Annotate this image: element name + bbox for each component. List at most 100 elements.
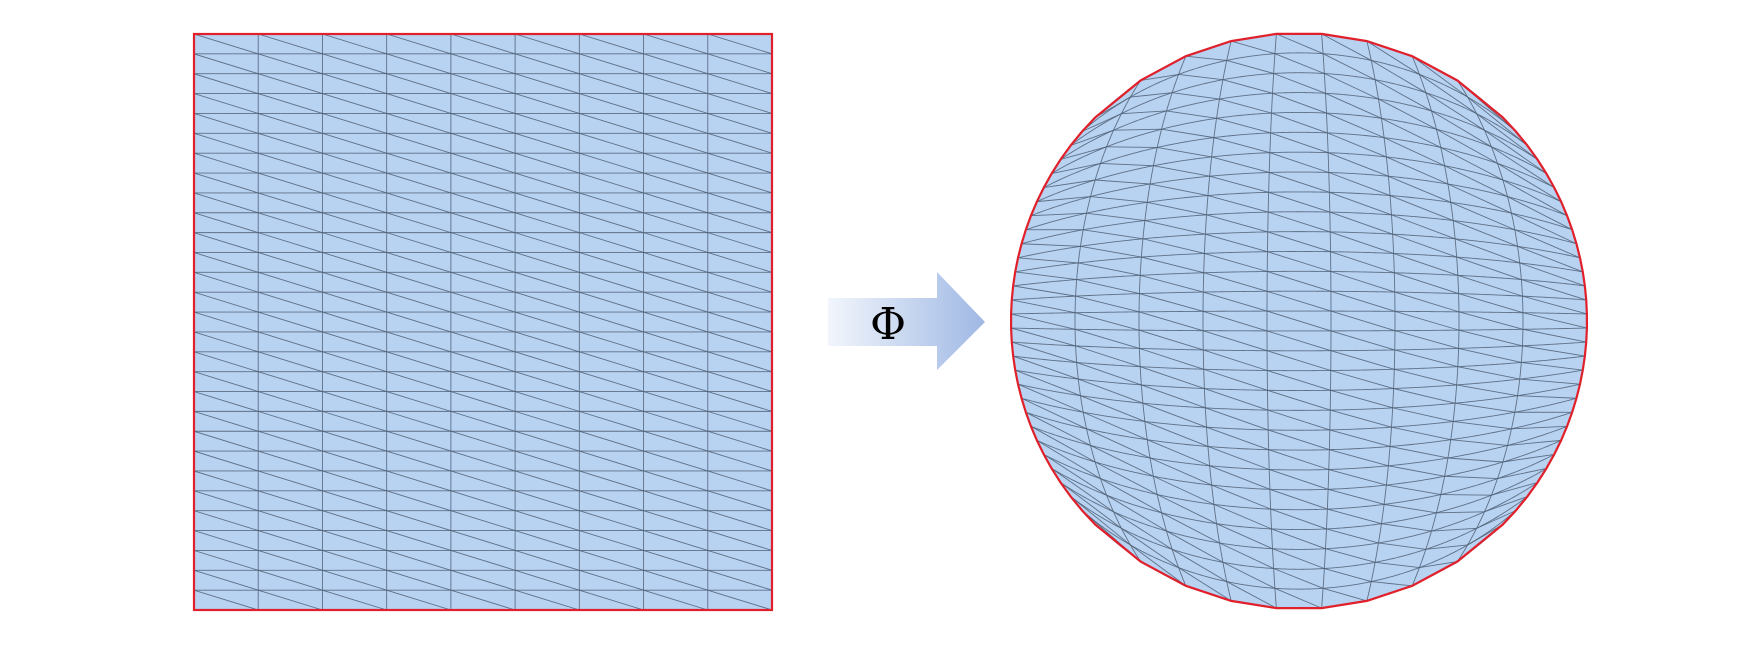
disc-mesh-diagonal <box>1394 349 1458 368</box>
disc-mesh-diagonal <box>1209 175 1269 193</box>
disc-mesh-diagonal <box>1272 92 1327 114</box>
disc-mesh-diagonal <box>1015 369 1081 397</box>
disc-mesh-diagonal <box>1384 503 1437 514</box>
disc-mesh-diagonal <box>1269 488 1328 510</box>
square-mesh-diagonal <box>258 510 323 531</box>
square-mesh-diagonal <box>322 391 387 412</box>
square-mesh-diagonal <box>450 351 516 373</box>
square-mesh-diagonal <box>194 291 259 313</box>
disc-mesh-diagonal <box>1502 179 1568 217</box>
disc-mesh-diagonal <box>1374 79 1432 112</box>
square-mesh-diagonal <box>194 450 259 472</box>
square-mesh-diagonal <box>643 53 708 75</box>
disc-mesh-parallel <box>1070 496 1528 570</box>
square-mesh-diagonal <box>579 430 644 452</box>
disc-mesh-diagonal <box>1444 475 1498 480</box>
disc-mesh-diagonal <box>1521 362 1583 371</box>
disc-mesh-diagonal <box>1519 378 1581 385</box>
square-mesh-diagonal <box>450 450 516 472</box>
disc-mesh-diagonal <box>1011 299 1076 314</box>
disc-mesh-diagonal <box>1078 378 1144 404</box>
disc-mesh-diagonal <box>1326 528 1379 544</box>
disc-mesh-diagonal <box>1150 183 1209 196</box>
square-mesh-diagonal <box>450 73 516 95</box>
square-mesh-diagonal <box>643 212 708 234</box>
square-mesh-diagonal <box>514 252 580 273</box>
disc-mesh-diagonal <box>1392 233 1457 258</box>
disc-mesh-parallel <box>1070 72 1528 146</box>
square-mesh-diagonal <box>194 311 259 333</box>
disc-mesh-diagonal <box>1202 330 1268 352</box>
square-mesh-diagonal <box>514 311 580 333</box>
square-mesh-diagonal <box>258 132 323 154</box>
square-mesh-diagonal <box>450 430 516 452</box>
disc-mesh-diagonal <box>1178 567 1232 602</box>
disc-mesh-diagonal <box>1266 350 1331 371</box>
square-mesh-diagonal <box>514 291 580 313</box>
disc-mesh-diagonal <box>1268 449 1329 470</box>
square-mesh-diagonal <box>514 530 580 551</box>
disc-mesh-diagonal <box>1394 330 1459 349</box>
disc-mesh-diagonal <box>1172 92 1220 100</box>
square-mesh-diagonal <box>579 291 644 313</box>
disc-mesh-diagonal <box>1011 313 1076 330</box>
disc-mesh-diagonal <box>1074 312 1140 331</box>
square-mesh-diagonal <box>643 331 708 353</box>
square-mesh-diagonal <box>643 291 708 313</box>
disc-mesh-diagonal <box>1078 262 1141 276</box>
disc-mesh-diagonal <box>1219 98 1272 114</box>
disc-mesh-diagonal <box>1230 40 1276 55</box>
square-mesh-diagonal <box>707 470 772 492</box>
disc-mesh-diagonal <box>1328 469 1387 486</box>
square-mesh-diagonal <box>322 569 387 591</box>
disc-mesh-diagonal <box>1330 330 1395 351</box>
square-mesh-diagonal <box>258 470 323 492</box>
square-mesh-diagonal <box>194 252 259 273</box>
disc-mesh-diagonal <box>1519 262 1585 287</box>
square-mesh-diagonal <box>707 113 772 134</box>
disc-mesh-diagonal <box>1393 388 1456 404</box>
disc-mesh-diagonal <box>1267 271 1332 292</box>
disc-mesh-parallel <box>1021 397 1577 431</box>
square-mesh-diagonal <box>322 73 387 95</box>
square-mesh-diagonal <box>579 351 644 373</box>
square-mesh-diagonal <box>322 311 387 333</box>
square-mesh-diagonal <box>579 212 644 234</box>
square-mesh-diagonal <box>579 490 644 512</box>
disc-mesh-diagonal <box>1141 256 1204 274</box>
disc-mesh-diagonal <box>1450 439 1508 446</box>
disc-mesh-diagonal <box>1444 165 1508 197</box>
square-mesh-diagonal <box>514 113 580 134</box>
disc-mesh-diagonal <box>1450 201 1515 231</box>
square-mesh-diagonal <box>386 152 452 174</box>
square-mesh-diagonal <box>707 530 772 551</box>
square-mesh-diagonal <box>514 549 580 571</box>
disc-mesh-meridian <box>1411 55 1460 587</box>
disc-mesh-diagonal <box>1266 310 1332 332</box>
disc-mesh-diagonal <box>1017 257 1079 264</box>
disc-mesh-diagonal <box>1204 388 1268 411</box>
disc-mesh-diagonal <box>1139 347 1204 370</box>
square-mesh-diagonal <box>386 291 452 313</box>
disc-mesh-diagonal <box>1211 156 1270 173</box>
square-mesh-diagonal <box>194 73 259 95</box>
disc-mesh-diagonal <box>1394 368 1457 386</box>
disc-mesh-parallel <box>1017 231 1581 259</box>
square-mesh-diagonal <box>514 470 580 492</box>
disc-mesh-diagonal <box>1454 238 1520 264</box>
square-mesh-diagonal <box>194 569 259 591</box>
square-mesh-diagonal <box>450 311 516 333</box>
disc-mesh-diagonal <box>1030 425 1096 463</box>
disc-mesh-diagonal <box>1330 370 1394 389</box>
disc-mesh-diagonal <box>1013 285 1076 297</box>
square-mesh-diagonal <box>258 549 323 571</box>
square-mesh-diagonal <box>450 371 516 392</box>
disc-mesh-diagonal <box>1270 508 1327 530</box>
square-mesh-diagonal <box>450 490 516 512</box>
square-mesh-diagonal <box>450 291 516 313</box>
disc-mesh-diagonal <box>1327 152 1389 177</box>
square-mesh-diagonal <box>450 152 516 174</box>
disc-mesh-diagonal <box>1271 528 1326 550</box>
disc-mesh-diagonal <box>1076 279 1140 295</box>
disc-mesh-diagonal <box>1517 395 1577 399</box>
